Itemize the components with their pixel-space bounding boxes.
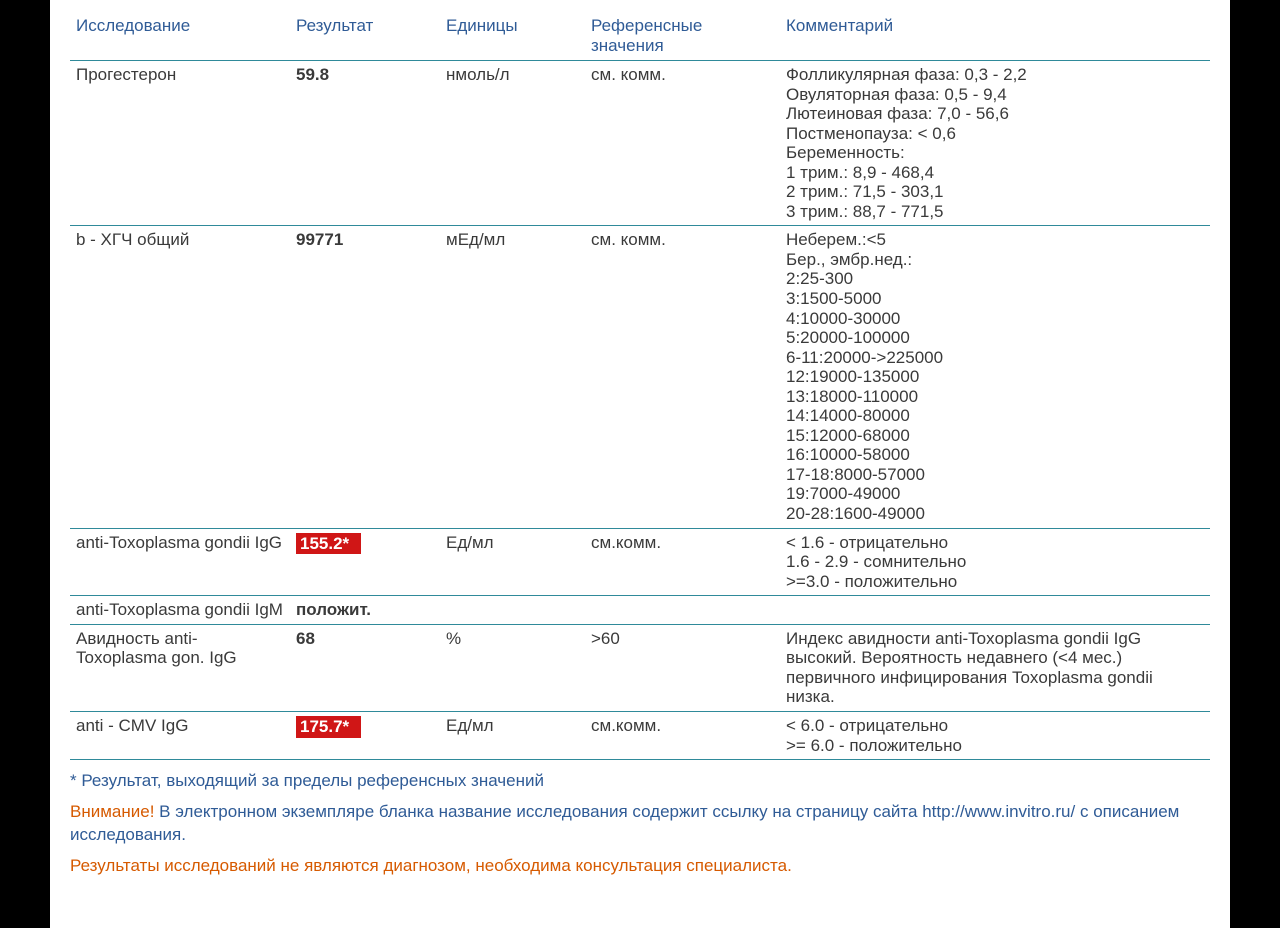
cell-test: Прогестерон: [70, 61, 290, 226]
result-flag-badge: 155.2*: [296, 533, 361, 555]
cell-unit: %: [440, 624, 585, 711]
table-row: Авидность anti-Toxoplasma gon. IgG 68 % …: [70, 624, 1210, 711]
cell-unit: Ед/мл: [440, 711, 585, 759]
table-header: Исследование Результат Единицы Референсн…: [70, 10, 1210, 61]
attention-note: Внимание! В электронном экземпляре бланк…: [70, 801, 1210, 847]
cell-result: положит.: [290, 596, 440, 625]
cell-unit: мЕд/мл: [440, 226, 585, 528]
table-row: anti - CMV IgG 175.7* Ед/мл см.комм. < 6…: [70, 711, 1210, 759]
cell-comment: Фолликулярная фаза: 0,3 - 2,2 Овуляторна…: [780, 61, 1210, 226]
col-header-unit: Единицы: [440, 10, 585, 61]
cell-reference: >60: [585, 624, 780, 711]
cell-result: 68: [290, 624, 440, 711]
results-table: Исследование Результат Единицы Референсн…: [70, 10, 1210, 760]
col-header-result: Результат: [290, 10, 440, 61]
cell-result: 155.2*: [290, 528, 440, 596]
cell-unit: нмоль/л: [440, 61, 585, 226]
col-header-test: Исследование: [70, 10, 290, 61]
cell-test: anti-Toxoplasma gondii IgM: [70, 596, 290, 625]
disclaimer-note: Результаты исследований не являются диаг…: [70, 855, 1210, 878]
cell-reference: см. комм.: [585, 226, 780, 528]
cell-test: anti-Toxoplasma gondii IgG: [70, 528, 290, 596]
cell-comment: Неберем.:<5 Бер., эмбр.нед.: 2:25-300 3:…: [780, 226, 1210, 528]
table-row: b - ХГЧ общий 99771 мЕд/мл см. комм. Неб…: [70, 226, 1210, 528]
cell-reference: см.комм.: [585, 528, 780, 596]
cell-result: 175.7*: [290, 711, 440, 759]
cell-test: b - ХГЧ общий: [70, 226, 290, 528]
footnotes: * Результат, выходящий за пределы рефере…: [70, 770, 1210, 878]
table-row: Прогестерон 59.8 нмоль/л см. комм. Фолли…: [70, 61, 1210, 226]
cell-reference: см.комм.: [585, 711, 780, 759]
col-header-reference: Референсные значения: [585, 10, 780, 61]
col-header-comment: Комментарий: [780, 10, 1210, 61]
cell-reference: см. комм.: [585, 61, 780, 226]
cell-comment: Индекс авидности anti-Toxoplasma gondii …: [780, 624, 1210, 711]
cell-reference: [585, 596, 780, 625]
document-page: Исследование Результат Единицы Референсн…: [50, 0, 1230, 928]
cell-test: anti - CMV IgG: [70, 711, 290, 759]
attention-prefix: Внимание!: [70, 802, 154, 821]
cell-result: 99771: [290, 226, 440, 528]
attention-url[interactable]: http://www.invitro.ru/: [922, 802, 1075, 821]
cell-comment: < 6.0 - отрицательно >= 6.0 - положитель…: [780, 711, 1210, 759]
cell-unit: [440, 596, 585, 625]
table-row: anti-Toxoplasma gondii IgM положит.: [70, 596, 1210, 625]
cell-test: Авидность anti-Toxoplasma gon. IgG: [70, 624, 290, 711]
attention-text: В электронном экземпляре бланка название…: [154, 802, 922, 821]
cell-comment: [780, 596, 1210, 625]
asterisk-note: * Результат, выходящий за пределы рефере…: [70, 770, 1210, 793]
cell-unit: Ед/мл: [440, 528, 585, 596]
cell-comment: < 1.6 - отрицательно 1.6 - 2.9 - сомните…: [780, 528, 1210, 596]
table-body: Прогестерон 59.8 нмоль/л см. комм. Фолли…: [70, 61, 1210, 760]
cell-result: 59.8: [290, 61, 440, 226]
result-flag-badge: 175.7*: [296, 716, 361, 738]
table-row: anti-Toxoplasma gondii IgG 155.2* Ед/мл …: [70, 528, 1210, 596]
